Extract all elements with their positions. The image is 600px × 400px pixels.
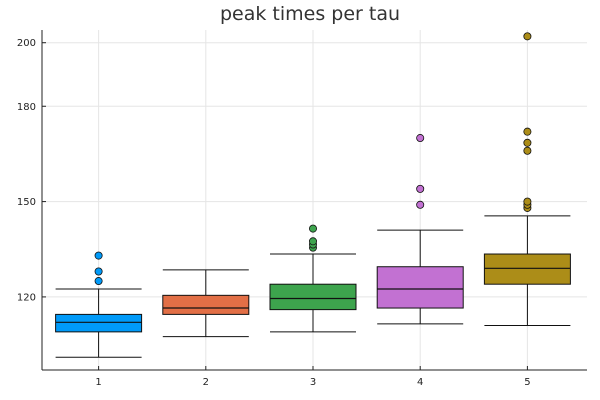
y-tick-label: 180 — [17, 102, 36, 113]
outlier-point — [523, 146, 532, 155]
outlier-point — [416, 200, 425, 209]
outlier-point — [523, 138, 532, 147]
y-tick-label: 200 — [17, 38, 36, 49]
x-tick-label: 5 — [524, 377, 530, 388]
box-iqr — [55, 313, 143, 333]
box-group-2 — [162, 269, 250, 338]
box-series — [55, 32, 571, 358]
outlier-point — [308, 224, 317, 233]
x-tick-label: 3 — [310, 377, 316, 388]
box-iqr — [483, 253, 571, 285]
outlier-point — [308, 237, 317, 246]
box-group-4 — [376, 134, 464, 325]
box-group-1 — [55, 251, 143, 358]
outlier-point — [523, 197, 532, 206]
x-tick-label: 1 — [95, 377, 101, 388]
outlier-point — [416, 184, 425, 193]
y-tick-label: 120 — [17, 292, 36, 303]
outlier-point — [416, 134, 425, 143]
box-iqr — [269, 283, 357, 311]
x-tick-label: 4 — [417, 377, 423, 388]
chart-title: peak times per tau — [220, 3, 400, 25]
outlier-point — [523, 127, 532, 136]
outlier-point — [94, 267, 103, 276]
box-iqr — [376, 266, 464, 309]
outlier-point — [523, 32, 532, 41]
axes: 120 150 180 200 1 2 3 4 5 — [17, 30, 587, 388]
outlier-point — [94, 277, 103, 286]
y-tick-label: 150 — [17, 197, 36, 208]
box-group-3 — [269, 224, 357, 333]
box-iqr — [162, 294, 250, 315]
box-group-5 — [483, 32, 571, 327]
x-tick-label: 2 — [203, 377, 209, 388]
outlier-point — [94, 251, 103, 260]
